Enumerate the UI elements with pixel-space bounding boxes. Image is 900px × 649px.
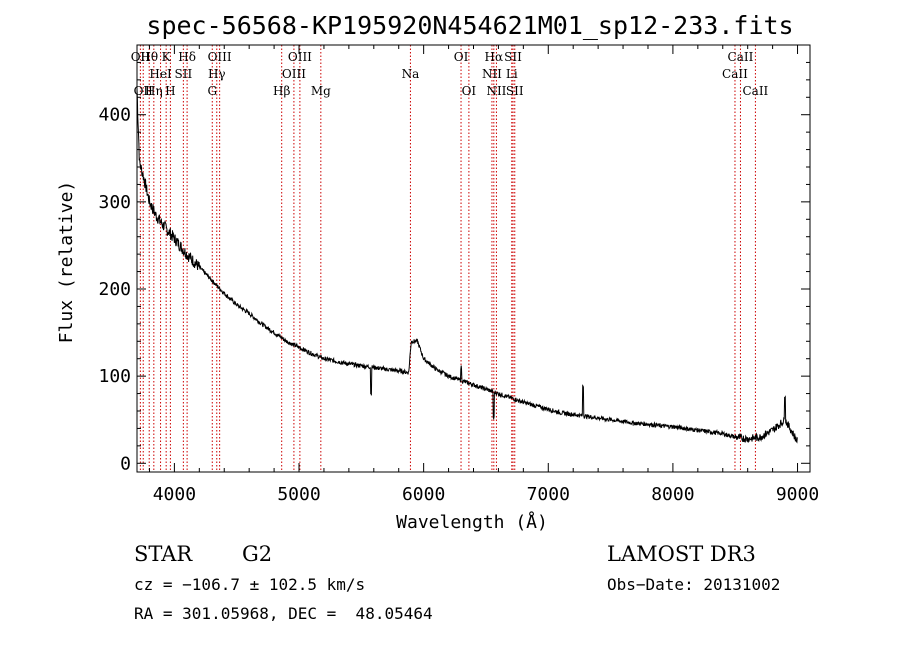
- object-class: STAR: [134, 542, 193, 566]
- line-marker-label: Hα: [485, 50, 504, 64]
- y-tick-label: 0: [120, 453, 131, 474]
- y-tick-label: 200: [98, 279, 131, 300]
- line-marker-label: OII: [131, 50, 151, 64]
- line-marker-label: K: [162, 50, 172, 64]
- line-marker-label: NII: [486, 84, 506, 98]
- line-marker-label: Hβ: [273, 84, 290, 98]
- object-subclass: G2: [242, 542, 272, 566]
- line-marker-label: G: [207, 84, 217, 98]
- line-marker-label: H: [165, 84, 175, 98]
- line-marker-label: OII: [134, 84, 154, 98]
- x-tick-label: 6000: [402, 484, 445, 505]
- spectrum-line: [136, 88, 798, 444]
- line-marker-label: OI: [462, 84, 477, 98]
- y-tick-label: 100: [98, 366, 131, 387]
- line-marker-label: Na: [402, 67, 420, 81]
- line-marker-label: CaII: [742, 84, 768, 98]
- line-marker-label: OIII: [208, 50, 232, 64]
- y-axis-label: Flux (relative): [56, 181, 77, 344]
- y-tick-label: 400: [98, 105, 131, 126]
- x-tick-label: 7000: [527, 484, 570, 505]
- line-marker-label: SII: [504, 50, 522, 64]
- line-marker-labels: OIIOIIHθHηHeIKHSIIHδGHγOIIIHβOIIIOIIIMgN…: [131, 50, 769, 98]
- x-tick-label: 5000: [277, 484, 320, 505]
- survey-name: LAMOST DR3: [607, 542, 756, 566]
- tick-labels: 4000 5000 6000 7000 8000 9000 0 100 200 300 400: [98, 105, 819, 505]
- line-marker-label: Hγ: [208, 67, 226, 81]
- line-marker-label: Hδ: [178, 50, 196, 64]
- plot-frame: [136, 44, 811, 473]
- line-marker-label: OIII: [282, 67, 306, 81]
- plot-axes: [136, 44, 811, 473]
- x-tick-label: 8000: [651, 484, 694, 505]
- chart-title: spec-56568-KP195920N454621M01_sp12-233.f…: [146, 11, 793, 40]
- coordinates-text: RA = 301.05968, DEC = 48.05464: [134, 604, 433, 623]
- line-marker-label: Li: [506, 67, 518, 81]
- line-marker-label: CaII: [728, 50, 754, 64]
- x-axis-label: Wavelength (Å): [396, 511, 548, 533]
- line-marker-label: Hθ: [140, 50, 158, 64]
- line-marker-label: SII: [506, 84, 524, 98]
- line-marker-label: Mg: [311, 84, 331, 98]
- line-marker-label: HeI: [149, 67, 172, 81]
- line-marker-label: NII: [482, 67, 502, 81]
- x-tick-label: 9000: [776, 484, 819, 505]
- line-marker-label: OIII: [288, 50, 312, 64]
- line-markers: [139, 45, 756, 472]
- line-marker-label: Hη: [145, 84, 163, 98]
- obs-date-text: Obs−Date: 20131002: [607, 575, 780, 594]
- redshift-text: cz = −106.7 ± 102.5 km/s: [134, 575, 365, 594]
- x-tick-label: 4000: [153, 484, 196, 505]
- axis-ticks: [137, 45, 810, 472]
- line-marker-label: CaII: [722, 67, 748, 81]
- line-marker-label: SII: [175, 67, 193, 81]
- line-marker-label: OI: [454, 50, 469, 64]
- y-tick-label: 300: [98, 192, 131, 213]
